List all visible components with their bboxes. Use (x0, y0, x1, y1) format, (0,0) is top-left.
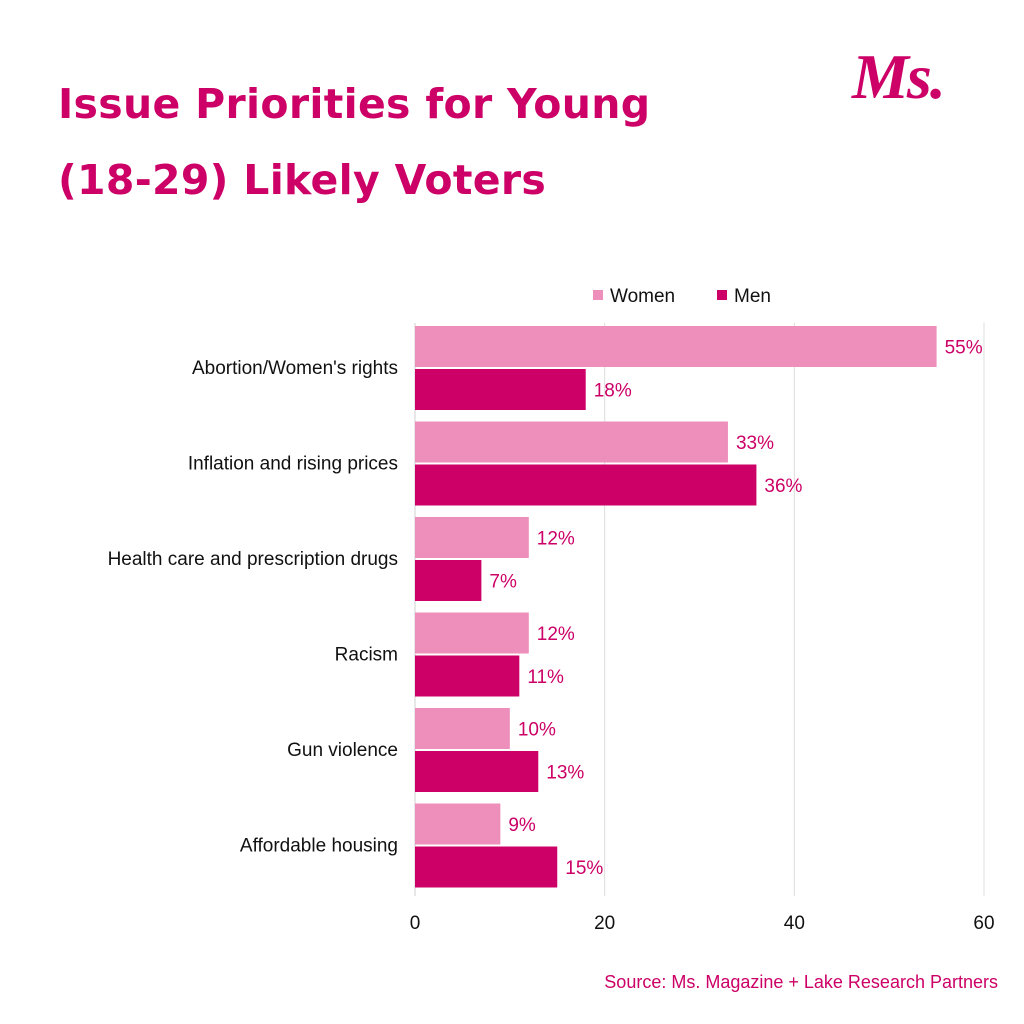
bar-men-5 (415, 846, 558, 888)
category-label: Affordable housing (240, 836, 398, 857)
x-tick-label-40: 40 (784, 913, 805, 934)
source-note: Source: Ms. Magazine + Lake Research Par… (604, 972, 998, 992)
chart-title-line-1: Issue Priorities for Young (58, 80, 651, 128)
value-label-men-4: 13% (546, 763, 584, 784)
value-label-women-1: 33% (736, 433, 774, 454)
x-tick-label-20: 20 (594, 913, 615, 934)
legend-swatch-women (593, 290, 603, 300)
value-label-women-0: 55% (945, 338, 983, 359)
bar-women-5 (415, 803, 501, 845)
x-tick-label-0: 0 (410, 913, 421, 934)
legend-label-men: Men (734, 286, 771, 307)
bar-women-1 (415, 421, 728, 463)
bar-men-0 (415, 369, 586, 410)
value-label-men-0: 18% (594, 381, 632, 402)
x-tick-label-60: 60 (973, 913, 994, 934)
category-label: Gun violence (287, 740, 398, 761)
bar-women-4 (415, 708, 510, 749)
value-label-women-3: 12% (537, 624, 575, 645)
bar-men-3 (415, 655, 520, 697)
category-label: Inflation and rising prices (188, 454, 398, 475)
value-label-women-2: 12% (537, 529, 575, 550)
category-label: Abortion/Women's rights (192, 358, 398, 379)
bar-men-2 (415, 560, 482, 601)
legend-label-women: Women (610, 286, 675, 307)
value-label-men-5: 15% (565, 858, 603, 879)
bar-men-4 (415, 751, 539, 792)
bar-women-2 (415, 517, 529, 558)
value-label-men-2: 7% (489, 572, 517, 593)
category-label: Racism (335, 645, 398, 666)
chart-title-line-2: (18-29) Likely Voters (58, 156, 547, 204)
bar-men-1 (415, 464, 757, 506)
value-label-women-5: 9% (508, 815, 536, 836)
ms-logo: Ms. (852, 41, 946, 112)
bar-women-0 (415, 326, 937, 367)
value-label-men-3: 11% (527, 667, 564, 688)
value-label-women-4: 10% (518, 720, 556, 741)
category-label: Health care and prescription drugs (108, 549, 398, 570)
chart-title: Issue Priorities for Young (18-29) Likel… (58, 66, 818, 218)
legend-swatch-men (717, 290, 727, 300)
bar-women-3 (415, 612, 529, 654)
value-label-men-1: 36% (764, 476, 802, 497)
